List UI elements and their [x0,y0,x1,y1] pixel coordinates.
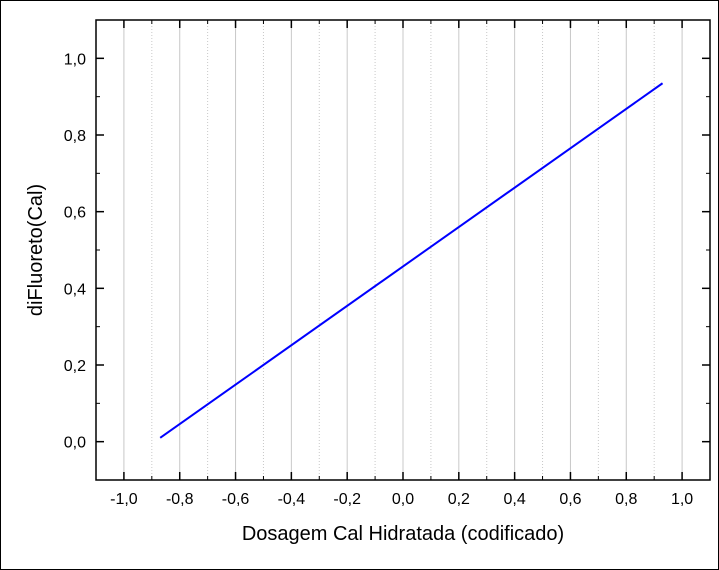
series-line [159,82,664,439]
x-axis-title: Dosagem Cal Hidratada (codificado) [242,523,564,545]
axis-ticks [96,20,710,481]
y-axis-title: diFluoreto(Cal) [25,184,47,316]
x-tick-label: -1,0 [110,491,138,508]
x-tick-label: 0,4 [504,491,526,508]
x-tick-label: 1,0 [671,491,693,508]
x-tick-label: 0,0 [392,491,414,508]
y-tick-label: 0,8 [64,128,86,145]
x-tick-label: 0,6 [559,491,581,508]
y-tick-label: 0,2 [64,358,86,375]
tick-labels: -1,0 -0,8 -0,6 -0,4 -0,2 0,0 0,2 0,4 0,6 0,8 1,0 0,… [64,51,694,508]
y-tick-label: 0,4 [64,281,86,298]
y-tick-label: 1,0 [64,51,86,68]
y-tick-label: 0,0 [64,435,86,452]
x-tick-label: 0,2 [448,491,470,508]
y-tick-label: 0,6 [64,205,86,222]
x-tick-label: -0,4 [278,491,306,508]
x-tick-label: -0,8 [166,491,194,508]
x-tick-label: -0,2 [333,491,361,508]
series-layer [159,82,664,439]
x-tick-label: 0,8 [615,491,637,508]
grid-lines [123,20,683,480]
x-tick-label: -0,6 [222,491,250,508]
